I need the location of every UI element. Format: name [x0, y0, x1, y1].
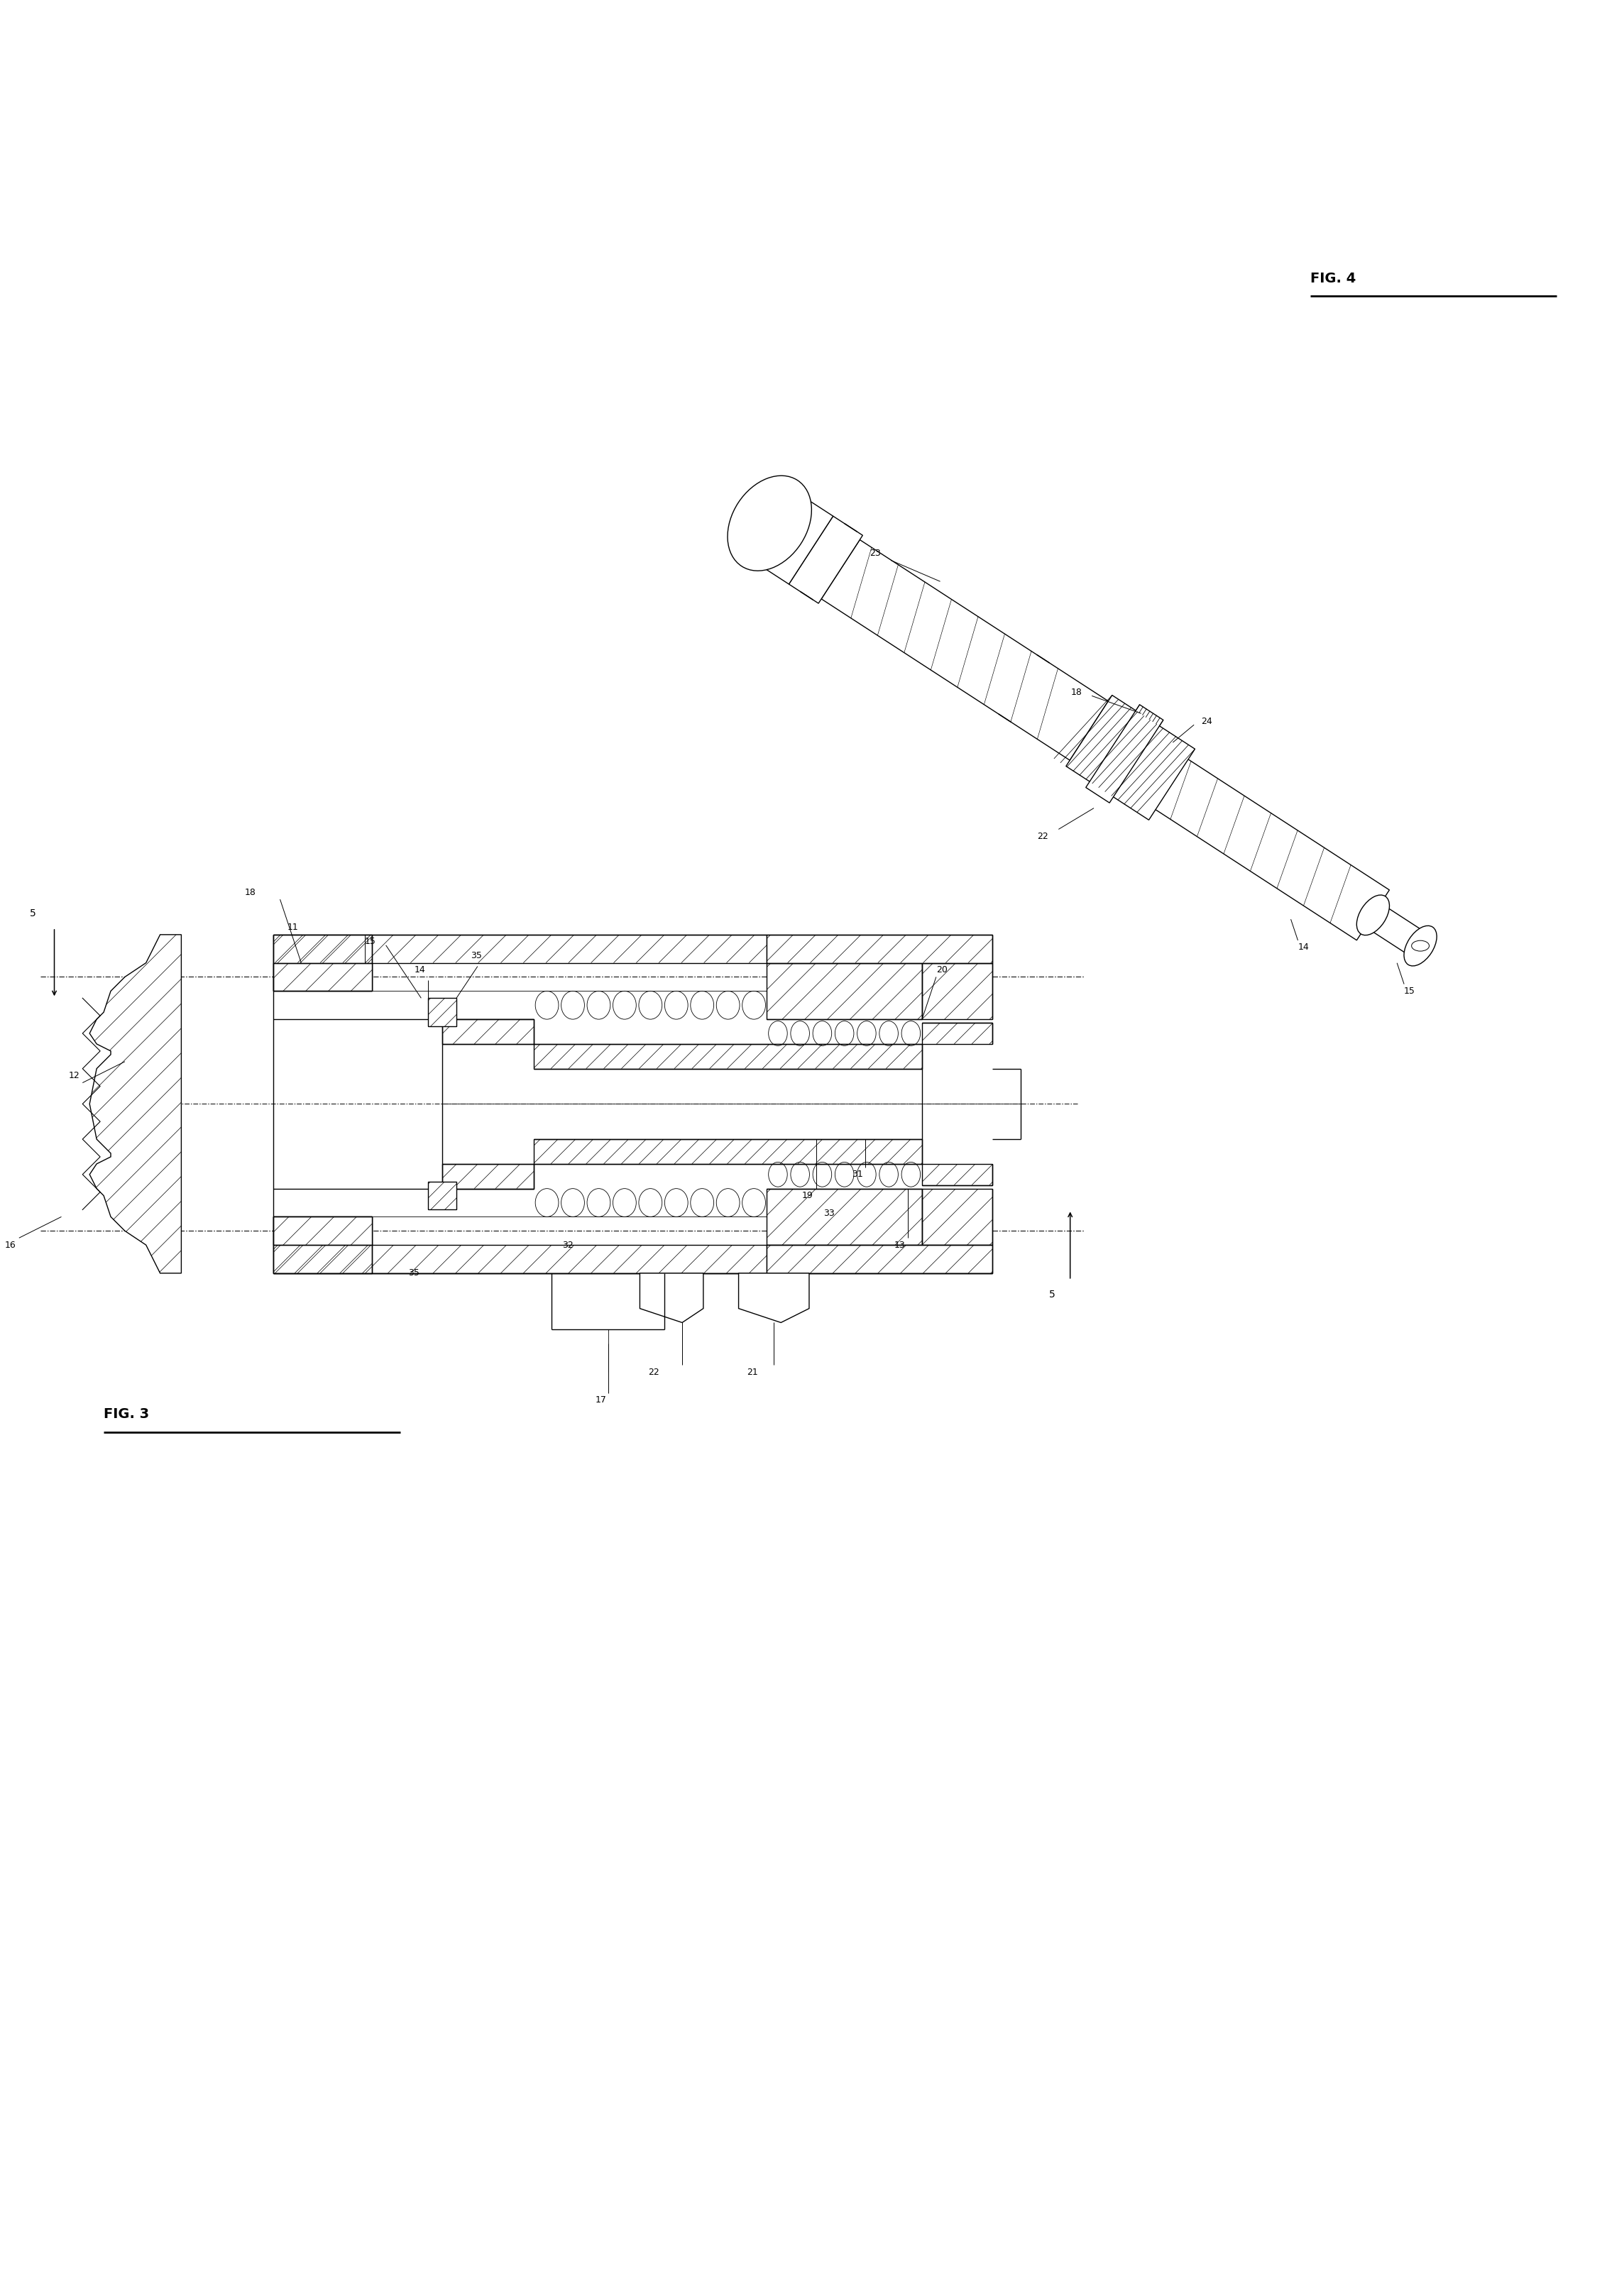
Polygon shape: [273, 1217, 371, 1244]
Text: 5: 5: [29, 909, 35, 918]
Polygon shape: [1120, 737, 1390, 941]
Polygon shape: [747, 489, 832, 583]
Polygon shape: [821, 540, 1109, 760]
Polygon shape: [427, 1182, 456, 1210]
Text: 12: 12: [69, 1072, 80, 1081]
Text: FIG. 3: FIG. 3: [104, 1407, 149, 1421]
Text: 23: 23: [869, 549, 881, 558]
Polygon shape: [922, 1022, 993, 1045]
Polygon shape: [767, 962, 922, 1019]
Polygon shape: [427, 999, 456, 1026]
Polygon shape: [922, 1189, 993, 1244]
Polygon shape: [442, 1164, 534, 1189]
Text: 22: 22: [1038, 831, 1048, 840]
Polygon shape: [90, 934, 182, 1274]
Text: 19: 19: [802, 1192, 813, 1201]
Polygon shape: [767, 1189, 922, 1244]
Polygon shape: [534, 1139, 922, 1164]
Polygon shape: [1065, 696, 1196, 820]
Text: 31: 31: [852, 1171, 863, 1180]
Ellipse shape: [1405, 925, 1437, 967]
Polygon shape: [1086, 705, 1163, 804]
Text: 20: 20: [937, 964, 948, 974]
Text: 11: 11: [288, 923, 299, 932]
Text: 33: 33: [823, 1208, 834, 1217]
Text: 18: 18: [1070, 689, 1082, 698]
Text: 32: 32: [562, 1240, 574, 1249]
Ellipse shape: [728, 475, 812, 572]
Text: 13: 13: [893, 1240, 905, 1249]
Text: FIG. 4: FIG. 4: [1310, 271, 1356, 285]
Polygon shape: [442, 1019, 534, 1045]
Polygon shape: [1366, 902, 1429, 957]
Text: 15: 15: [365, 937, 376, 946]
Polygon shape: [922, 962, 993, 1019]
Text: 35: 35: [408, 1270, 419, 1279]
Text: 22: 22: [648, 1368, 659, 1378]
Polygon shape: [922, 1164, 993, 1185]
Text: 35: 35: [471, 951, 482, 960]
Polygon shape: [767, 1244, 993, 1274]
Text: 15: 15: [1405, 987, 1416, 996]
Polygon shape: [767, 934, 993, 962]
Text: 18: 18: [244, 889, 256, 898]
Text: 5: 5: [1049, 1290, 1056, 1300]
Polygon shape: [273, 934, 371, 992]
Polygon shape: [739, 1274, 810, 1322]
Ellipse shape: [1411, 941, 1429, 951]
Polygon shape: [534, 1045, 922, 1068]
Polygon shape: [273, 1244, 767, 1274]
Text: 24: 24: [1200, 716, 1212, 726]
Polygon shape: [273, 1217, 371, 1274]
Text: 14: 14: [1298, 944, 1310, 953]
Polygon shape: [640, 1274, 704, 1322]
Text: 17: 17: [596, 1396, 607, 1405]
Polygon shape: [273, 934, 767, 962]
Text: 14: 14: [415, 964, 426, 974]
Polygon shape: [273, 962, 371, 992]
Text: 16: 16: [5, 1240, 16, 1249]
Text: 21: 21: [747, 1368, 759, 1378]
Ellipse shape: [1356, 895, 1390, 934]
Polygon shape: [789, 517, 863, 604]
